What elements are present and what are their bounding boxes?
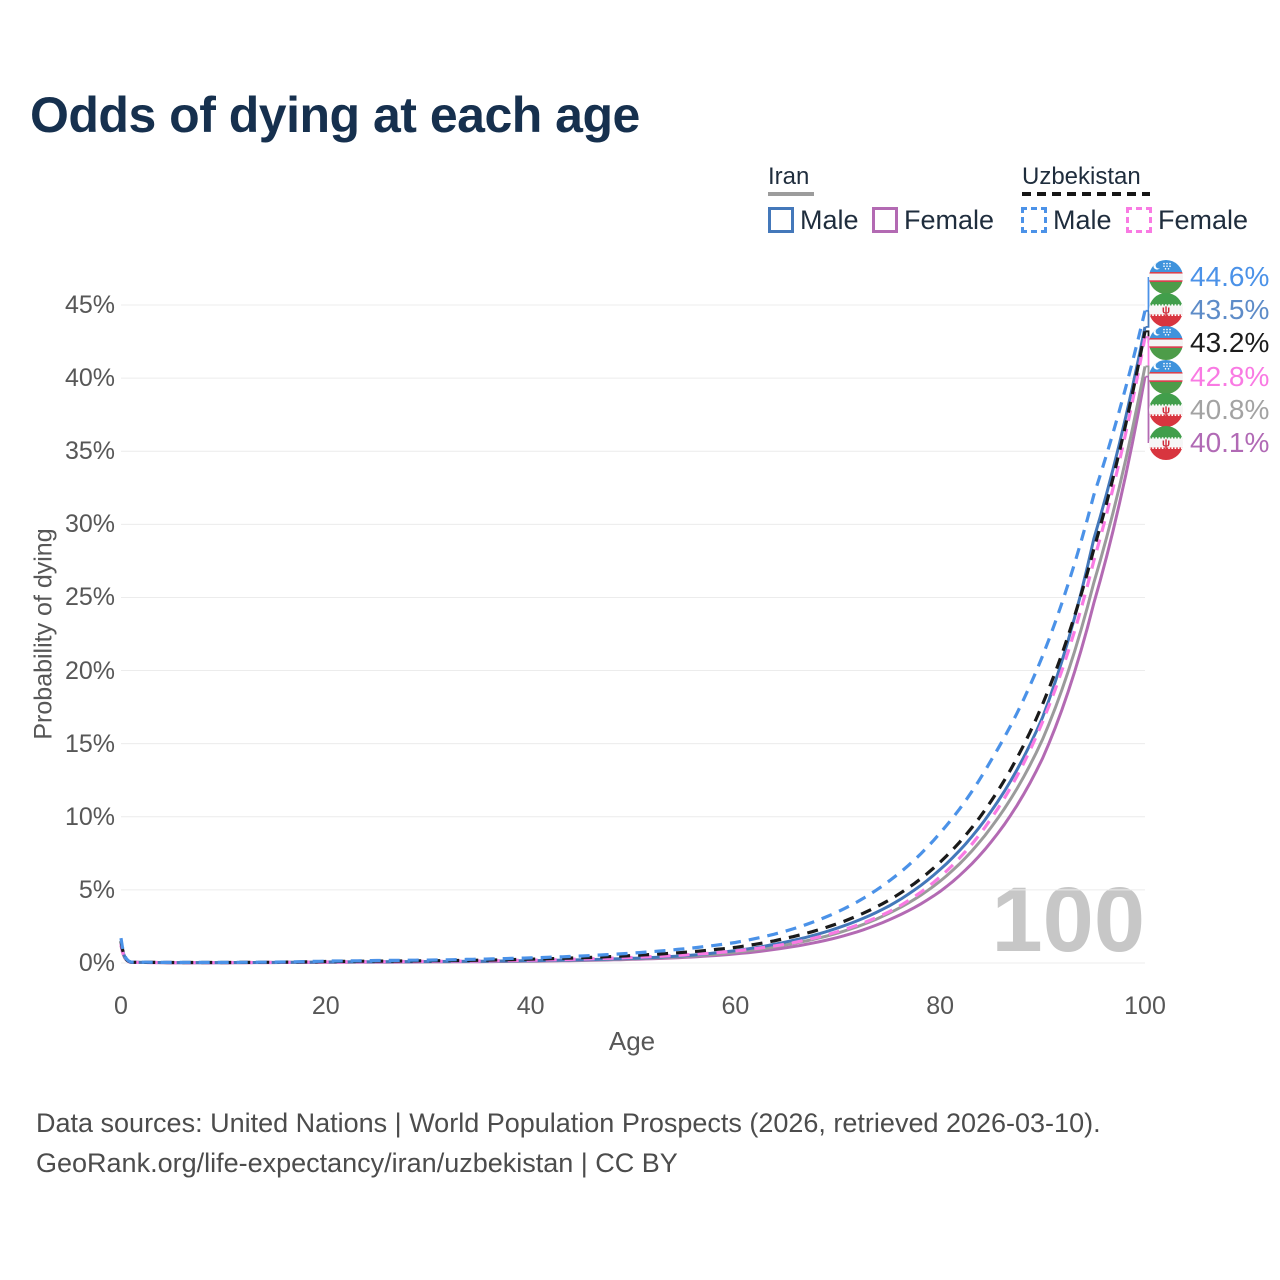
legend-checkbox-uzbekistan-male[interactable]: Male	[1021, 204, 1112, 236]
x-tick-label: 80	[926, 992, 955, 1020]
end-label-leader-line	[1145, 336, 1150, 377]
legend-label-uzbekistan-female: Female	[1158, 205, 1249, 235]
series-line-uzbekistan-both	[119, 330, 1147, 965]
end-label-value: 44.6%	[1190, 261, 1270, 292]
legend-label-iran-female: Female	[904, 205, 995, 235]
checkbox-icon[interactable]	[872, 207, 898, 233]
checkbox-icon[interactable]	[1021, 207, 1047, 233]
uzbekistan-flag-icon	[1149, 326, 1183, 361]
iran-flag-icon: ψ	[1149, 293, 1183, 328]
svg-text:ψ: ψ	[1162, 437, 1170, 449]
end-label-leader-line	[1145, 310, 1150, 328]
series-line-uzbekistan-female	[119, 336, 1147, 965]
x-tick-label: 40	[516, 992, 545, 1020]
series-line-iran-female	[119, 376, 1147, 965]
y-tick-label: 10%	[64, 802, 115, 831]
page-title: Odds of dying at each age	[30, 87, 640, 143]
iran-flag-icon: ψ	[1149, 392, 1183, 427]
iran-flag-icon: ψ	[1149, 392, 1183, 427]
data-sources-note: Data sources: United Nations | World Pop…	[36, 1108, 1101, 1138]
series-line-uzbekistan-male	[119, 310, 1147, 964]
x-tick-label: 20	[311, 992, 340, 1020]
iran-flag-icon: ψ	[1149, 426, 1183, 460]
iran-flag-icon: ψ	[1149, 426, 1183, 460]
svg-text:ψ: ψ	[1162, 305, 1170, 317]
end-label-value: 40.8%	[1190, 393, 1270, 425]
iran-flag-icon: ψ	[1149, 293, 1183, 328]
end-label-leader-line	[1145, 375, 1150, 443]
y-tick-label: 45%	[64, 291, 115, 319]
y-tick-label: 40%	[64, 364, 115, 393]
x-axis-title: Age	[608, 1026, 656, 1056]
series-line-iran-male	[119, 326, 1147, 965]
y-tick-label: 30%	[64, 510, 115, 539]
legend-checkbox-uzbekistan-female[interactable]: Female	[1126, 204, 1248, 236]
legend-iran-linestyle-sample	[768, 192, 814, 196]
legend-group-iran-label: Iran	[768, 163, 810, 190]
end-label-value: 40.1%	[1190, 427, 1270, 458]
uzbekistan-flag-icon	[1149, 359, 1183, 394]
y-tick-label: 25%	[64, 583, 115, 612]
end-label-value: 43.5%	[1190, 294, 1270, 326]
checkbox-icon[interactable]	[1126, 207, 1152, 233]
series-line-iran-both	[119, 366, 1147, 965]
y-tick-label: 35%	[64, 437, 115, 466]
y-tick-label: 20%	[64, 656, 115, 685]
y-tick-label: 15%	[64, 729, 115, 758]
end-label-value: 42.8%	[1190, 360, 1270, 392]
legend-label-uzbekistan-male: Male	[1053, 205, 1112, 235]
legend-checkbox-iran-male[interactable]: Male	[768, 204, 859, 236]
age-counter-watermark: 100	[991, 869, 1146, 971]
legend-label-iran-male: Male	[800, 205, 859, 235]
legend-uzbekistan-linestyle-sample	[1022, 192, 1150, 196]
attribution-note: GeoRank.org/life-expectancy/iran/uzbekis…	[36, 1148, 678, 1178]
end-label-value: 43.2%	[1190, 327, 1270, 359]
legend-group-uzbekistan-label: Uzbekistan	[1022, 163, 1141, 190]
end-label-leader-line	[1145, 277, 1150, 312]
svg-text:ψ: ψ	[1162, 404, 1170, 416]
uzbekistan-flag-icon	[1149, 326, 1183, 361]
x-tick-label: 60	[721, 992, 750, 1020]
x-tick-label: 100	[1124, 992, 1166, 1020]
uzbekistan-flag-icon	[1149, 359, 1183, 394]
y-tick-label: 0%	[78, 949, 115, 977]
y-tick-label: 5%	[78, 875, 115, 904]
uzbekistan-flag-icon	[1149, 260, 1183, 294]
uzbekistan-flag-icon	[1149, 260, 1183, 294]
checkbox-icon[interactable]	[768, 207, 794, 233]
x-tick-label: 0	[114, 992, 128, 1020]
legend-checkbox-iran-female[interactable]: Female	[872, 204, 994, 236]
